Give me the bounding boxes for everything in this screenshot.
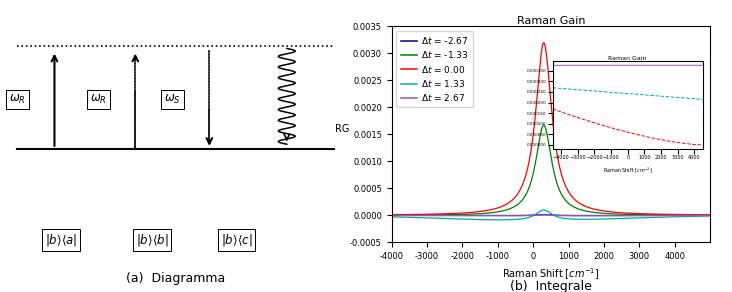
Text: $|b\rangle\langle b|$: $|b\rangle\langle b|$ (136, 232, 168, 248)
Legend: $\Delta t$ = -2.67, $\Delta t$ = -1.33, $\Delta t$ = 0.00, $\Delta t$ = 1.33, $\: $\Delta t$ = -2.67, $\Delta t$ = -1.33, … (396, 31, 474, 107)
Text: (a)  Diagramma: (a) Diagramma (126, 272, 225, 285)
Title: Raman Gain: Raman Gain (517, 15, 585, 25)
Text: $|b\rangle\langle a|$: $|b\rangle\langle a|$ (45, 232, 78, 248)
Text: $\omega_R$: $\omega_R$ (90, 93, 107, 106)
X-axis label: Raman Shift $[cm^{-1}]$: Raman Shift $[cm^{-1}]$ (502, 267, 600, 282)
Text: $\omega_R$: $\omega_R$ (9, 93, 26, 106)
Title: Raman Gain: Raman Gain (608, 56, 647, 61)
Text: (b)  Integrale: (b) Integrale (510, 280, 591, 292)
X-axis label: Raman Shift $[cm^{-1}]$: Raman Shift $[cm^{-1}]$ (603, 166, 652, 175)
Y-axis label: RG: RG (335, 124, 349, 134)
Text: $\omega_S$: $\omega_S$ (164, 93, 181, 106)
Text: $|b\rangle\langle c|$: $|b\rangle\langle c|$ (220, 232, 252, 248)
